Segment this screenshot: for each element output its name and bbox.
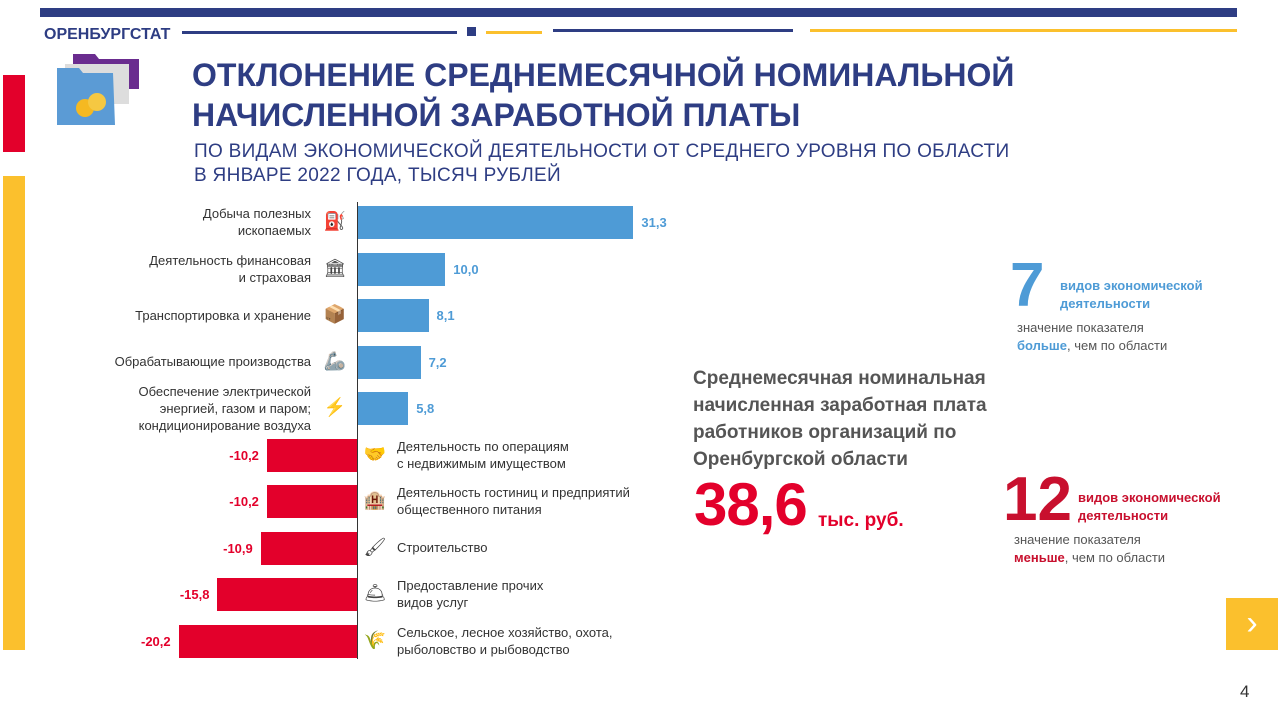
bar xyxy=(357,206,634,239)
note-emphasis: больше xyxy=(1017,338,1067,353)
data-label: -10,9 xyxy=(223,540,253,556)
category-label: Добыча полезных ископаемых xyxy=(51,205,311,239)
bar-chart: 31,3 ⛽ Добыча полезных ископаемых 10,0 🏛 Деяте… xyxy=(51,205,667,658)
kind-line: видов экономической xyxy=(1060,278,1203,293)
page-subtitle: ПО ВИДАМ ЭКОНОМИЧЕСКОЙ ДЕЯТЕЛЬНОСТИ ОТ С… xyxy=(194,140,1094,188)
category-label-line: общественного питания xyxy=(397,502,542,517)
bar xyxy=(217,578,357,611)
hotel-icon: 🏨 xyxy=(363,490,387,510)
bar xyxy=(178,624,357,658)
summary-value: 38,6 xyxy=(694,471,808,538)
robot-arm-icon: 🦾 xyxy=(323,350,347,371)
next-slide-button[interactable]: › xyxy=(1226,598,1278,650)
category-label-line: Транспортировка и хранение xyxy=(135,307,311,323)
bar xyxy=(357,299,429,332)
divider xyxy=(810,29,1237,32)
bar xyxy=(357,345,421,379)
divider xyxy=(486,31,542,34)
category-label: Предоставление прочих видов услуг xyxy=(397,577,543,611)
data-label: 8,1 xyxy=(436,308,455,323)
category-label-line: видов услуг xyxy=(397,595,469,610)
bar xyxy=(266,485,357,518)
bar xyxy=(357,252,446,286)
summary-unit: тыс. руб. xyxy=(818,510,904,531)
kind-line: видов экономической xyxy=(1078,490,1221,505)
above-kind: видов экономической деятельности xyxy=(1060,277,1225,313)
category-label-line: кондиционирование воздуха xyxy=(138,417,311,433)
category-label-line: Сельское, лесное хозяйство, охота, xyxy=(397,624,613,640)
category-label: Сельское, лесное хозяйство, охота, рыболо… xyxy=(397,624,613,658)
top-banner-bar xyxy=(40,8,1237,17)
category-label: Транспортировка и хранение xyxy=(51,307,311,324)
org-name: ОРЕНБУРГСТАТ xyxy=(44,26,171,43)
category-label-line: с недвижимым имуществом xyxy=(397,455,566,471)
bar xyxy=(260,531,357,565)
box-icon: 📦 xyxy=(323,304,347,324)
category-label-line: и страховая xyxy=(238,269,311,285)
category-label-line: Деятельность гостиниц и предприятий xyxy=(397,485,630,500)
category-label: Строительство xyxy=(397,539,487,556)
category-label-line: Добыча полезных xyxy=(202,206,311,221)
below-note: значение показателя меньше, чем по област… xyxy=(1014,531,1214,567)
chevron-right-icon: › xyxy=(1246,604,1258,642)
wheat-icon: 🌾 xyxy=(363,629,387,650)
title-line: НАЧИСЛЕННОЙ ЗАРАБОТНОЙ ПЛАТЫ xyxy=(192,97,801,133)
below-kind: видов экономической деятельности xyxy=(1078,489,1243,525)
category-label-line: рыболовство и рыбоводство xyxy=(397,641,570,657)
note-rest: , чем по области xyxy=(1064,550,1166,565)
note-line: значение показателя xyxy=(1014,532,1141,547)
kind-line: деятельности xyxy=(1078,508,1169,523)
data-label: -20,2 xyxy=(140,633,171,649)
category-label: Деятельность гостиниц и предприятий общес… xyxy=(397,484,630,518)
category-label-line: Деятельность финансовая xyxy=(149,252,311,268)
zero-axis xyxy=(357,202,358,659)
service-tray-icon: 🛎 xyxy=(363,583,387,603)
data-label: -15,8 xyxy=(179,587,210,602)
subtitle-line: ПО ВИДАМ ЭКОНОМИЧЕСКОЙ ДЕЯТЕЛЬНОСТИ ОТ С… xyxy=(194,141,1010,162)
data-label: -10,2 xyxy=(229,447,259,463)
below-count: 12 xyxy=(1003,465,1072,534)
note-emphasis: меньше xyxy=(1014,550,1065,565)
oil-pump-icon: ⛽ xyxy=(323,211,347,231)
category-label-line: ископаемых xyxy=(237,223,311,238)
category-label-line: Предоставление прочих xyxy=(397,578,544,593)
above-note: значение показателя больше, чем по област… xyxy=(1017,319,1217,355)
category-label: Деятельность по операциям с недвижимым им… xyxy=(397,438,569,472)
note-rest: , чем по области xyxy=(1066,338,1168,353)
subtitle-line: В ЯНВАРЕ 2022 ГОДА, ТЫСЯЧ РУБЛЕЙ xyxy=(194,165,561,186)
category-label-line: Обрабатывающие производства xyxy=(114,354,311,369)
category-label: Обеспечение электрической энергией, газом… xyxy=(51,383,311,434)
category-label: Деятельность финансовая и страховая xyxy=(51,252,311,286)
hand-house-icon: 🤝 xyxy=(363,443,387,464)
decor-yellow-bar xyxy=(3,176,25,650)
category-label: Обрабатывающие производства xyxy=(51,353,311,370)
page-title: ОТКЛОНЕНИЕ СРЕДНЕМЕСЯЧНОЙ НОМИНАЛЬНОЙ НА… xyxy=(192,55,1092,135)
divider-square xyxy=(467,27,476,36)
data-label: 7,2 xyxy=(428,354,447,370)
category-label-line: Обеспечение электрической xyxy=(138,383,311,399)
decor-red-bar xyxy=(3,75,25,152)
data-label: -10,2 xyxy=(229,494,259,509)
folder-coins-icon xyxy=(57,54,139,125)
category-label-line: Деятельность по операциям xyxy=(397,438,569,454)
above-count: 7 xyxy=(1010,251,1045,320)
bar xyxy=(266,438,357,472)
divider xyxy=(182,31,457,34)
bar xyxy=(357,392,409,425)
divider xyxy=(553,29,793,32)
data-label: 10,0 xyxy=(453,261,479,277)
title-line: ОТКЛОНЕНИЕ СРЕДНЕМЕСЯЧНОЙ НОМИНАЛЬНОЙ xyxy=(192,57,1015,93)
bank-icon: 🏛 xyxy=(323,257,347,278)
power-tower-icon: ⚡ xyxy=(323,397,347,417)
category-label-line: энергией, газом и паром; xyxy=(159,400,311,416)
kind-line: деятельности xyxy=(1060,296,1151,311)
note-line: значение показателя xyxy=(1017,320,1144,335)
paint-roller-icon: 🖌 xyxy=(363,536,387,557)
data-label: 31,3 xyxy=(641,215,667,230)
page-number: 4 xyxy=(1240,682,1250,701)
data-label: 5,8 xyxy=(416,401,435,416)
summary-text: Среднемесячная номинальная начисленная з… xyxy=(693,368,987,470)
category-label-line: Строительство xyxy=(397,540,488,555)
